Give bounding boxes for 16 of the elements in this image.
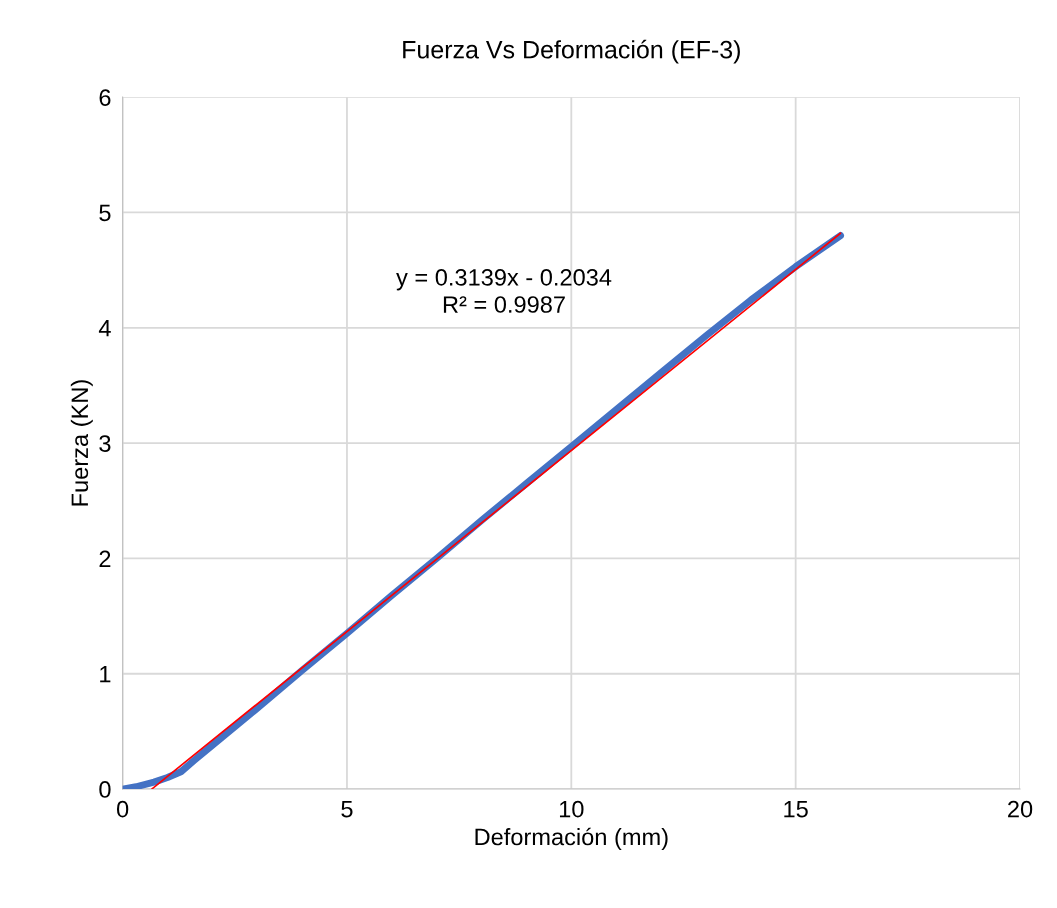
x-tick-label: 10 xyxy=(559,800,584,818)
y-tick-label: 2 xyxy=(99,550,111,567)
y-tick-label: 5 xyxy=(99,204,111,222)
x-tick-label: 20 xyxy=(1008,800,1033,818)
y-tick-label: 4 xyxy=(98,320,111,337)
x-tick-label: 0 xyxy=(116,800,129,818)
y-tick-label: 3 xyxy=(99,435,111,452)
y-tick-label: 1 xyxy=(100,666,111,683)
chart-title: Fuerza Vs Deformación (EF-3) xyxy=(403,39,740,64)
y-tick-label: 0 xyxy=(99,781,111,798)
x-tick-label: 5 xyxy=(341,801,353,818)
x-tick-label: 15 xyxy=(784,801,808,818)
annotation: y = 0.3139x - 0.2034 R² = 0.9987 xyxy=(396,269,612,313)
y-tick-label: 6 xyxy=(99,89,111,106)
y-axis-title: Fuerza (KN) xyxy=(70,380,93,506)
x-axis-title: Deformación (mm) xyxy=(475,827,668,850)
